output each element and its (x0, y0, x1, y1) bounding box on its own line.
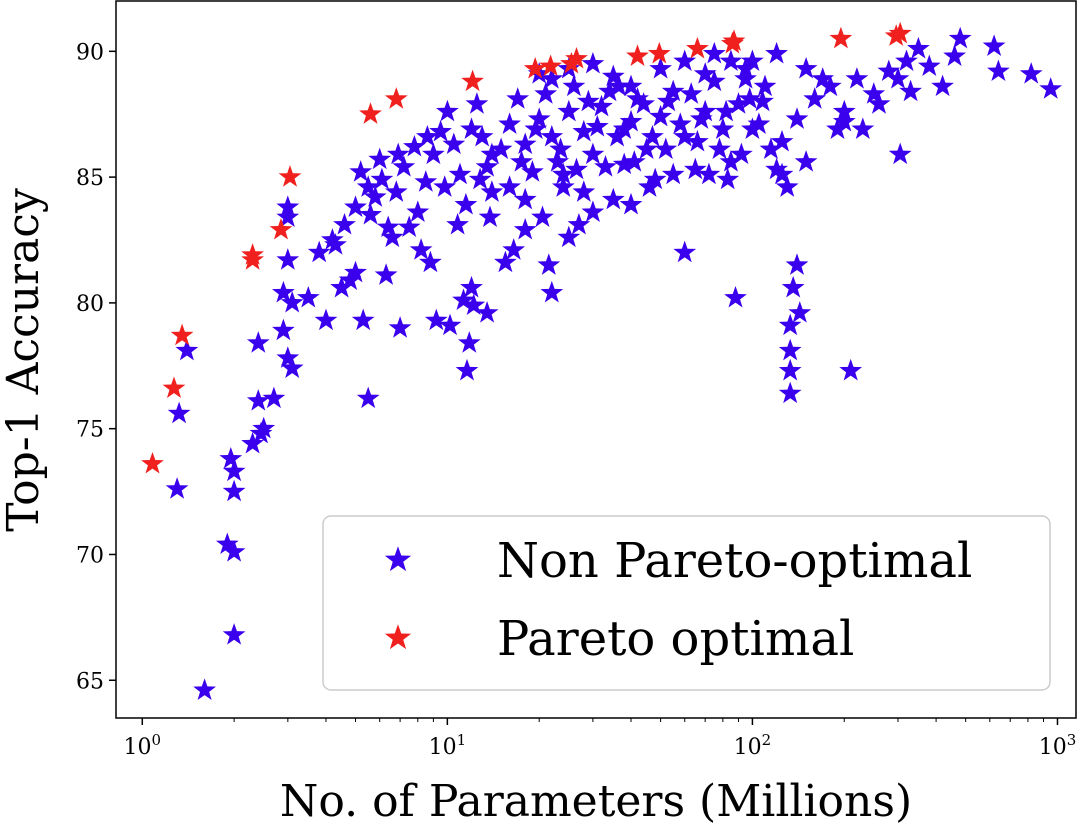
x-tick-label: 100 (124, 731, 162, 760)
x-axis: 100 101 102 103 (124, 718, 1077, 760)
x-axis-title: No. of Parameters (Millions) (280, 776, 912, 824)
y-tick-label: 80 (76, 292, 104, 317)
y-tick-label: 65 (76, 669, 104, 694)
legend-box (322, 515, 1051, 691)
y-tick-label: 90 (76, 40, 104, 65)
x-tick-label: 101 (429, 731, 467, 760)
legend-label-non-pareto: Non Pareto-optimal (497, 533, 972, 589)
y-axis-title: Top-1 Accuracy (0, 188, 49, 532)
y-axis: 65 70 75 80 85 90 (76, 40, 116, 694)
y-tick-label: 85 (76, 166, 104, 191)
x-tick-label: 103 (1039, 731, 1077, 760)
y-tick-label: 70 (76, 543, 104, 568)
legend-label-pareto: Pareto optimal (497, 611, 854, 667)
x-tick-label: 102 (734, 731, 772, 760)
plot-frame (115, 0, 1077, 719)
legend: Non Pareto-optimal Pareto optimal (322, 515, 1051, 691)
y-tick-label: 75 (76, 418, 104, 443)
